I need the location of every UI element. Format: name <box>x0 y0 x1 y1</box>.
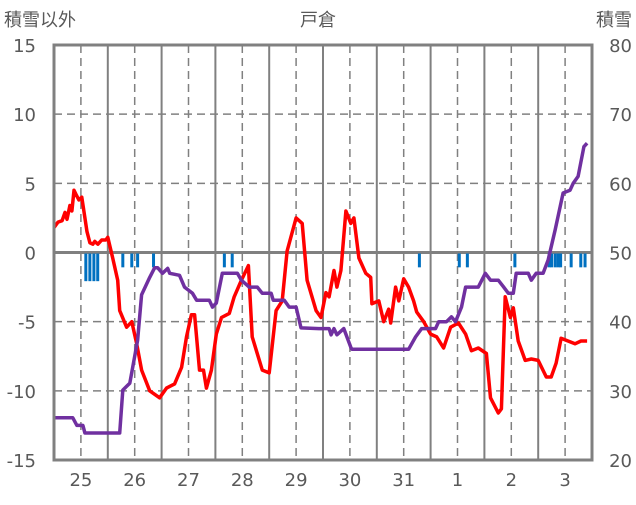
snowfall-bar <box>457 253 461 268</box>
left-axis-label: 積雪以外 <box>4 10 76 31</box>
snowfall-bar <box>130 253 134 268</box>
right-tick-label: 60 <box>609 174 632 195</box>
left-tick-label: 5 <box>25 174 36 195</box>
right-tick-label: 20 <box>609 451 632 472</box>
x-tick-label: 25 <box>69 470 92 491</box>
snowfall-bar <box>550 253 554 268</box>
snowfall-bar <box>96 253 100 282</box>
right-axis-label: 積雪 <box>596 10 632 31</box>
x-tick-label: 31 <box>392 470 415 491</box>
snowfall-bar <box>513 253 517 268</box>
x-tick-label: 29 <box>285 470 308 491</box>
left-tick-label: 15 <box>13 36 36 57</box>
x-tick-label: 28 <box>231 470 254 491</box>
grid <box>54 45 592 460</box>
snowfall-bar <box>583 253 587 268</box>
x-tick-label: 27 <box>177 470 200 491</box>
snowfall-bar <box>121 253 125 268</box>
snowfall-bar <box>417 253 421 268</box>
right-tick-label: 30 <box>609 382 632 403</box>
snowfall-bar <box>222 253 226 268</box>
x-tick-label: 1 <box>452 470 463 491</box>
right-tick-label: 50 <box>609 244 632 265</box>
snowfall-bar <box>136 253 140 268</box>
left-tick-label: -15 <box>7 451 36 472</box>
snowfall-bar <box>84 253 88 282</box>
right-tick-label: 80 <box>609 36 632 57</box>
snow-depth-line <box>54 142 589 435</box>
left-tick-label: 10 <box>13 105 36 126</box>
right-tick-label: 40 <box>609 313 632 334</box>
right-tick-label: 70 <box>609 105 632 126</box>
x-tick-label: 2 <box>506 470 517 491</box>
left-tick-label: -5 <box>18 313 36 334</box>
snowfall-bar <box>465 253 469 268</box>
snowfall-bar <box>569 253 573 268</box>
left-tick-label: 0 <box>25 244 36 265</box>
snowfall-bar <box>88 253 92 282</box>
snowfall-bar <box>230 253 234 268</box>
snowfall-bar <box>553 253 557 268</box>
temperature-line <box>52 188 588 415</box>
x-tick-label: 26 <box>123 470 146 491</box>
snowfall-bar <box>559 253 563 268</box>
x-tick-label: 3 <box>559 470 570 491</box>
snowfall-bar <box>556 253 560 268</box>
plot-frame <box>52 43 594 462</box>
chart-title: 戸倉 <box>300 10 336 31</box>
snowfall-bar <box>152 253 156 268</box>
snowfall-bar <box>579 253 583 268</box>
snowfall-bar <box>92 253 96 282</box>
x-tick-label: 30 <box>338 470 361 491</box>
left-tick-label: -10 <box>7 382 36 403</box>
series-lines <box>52 142 589 435</box>
